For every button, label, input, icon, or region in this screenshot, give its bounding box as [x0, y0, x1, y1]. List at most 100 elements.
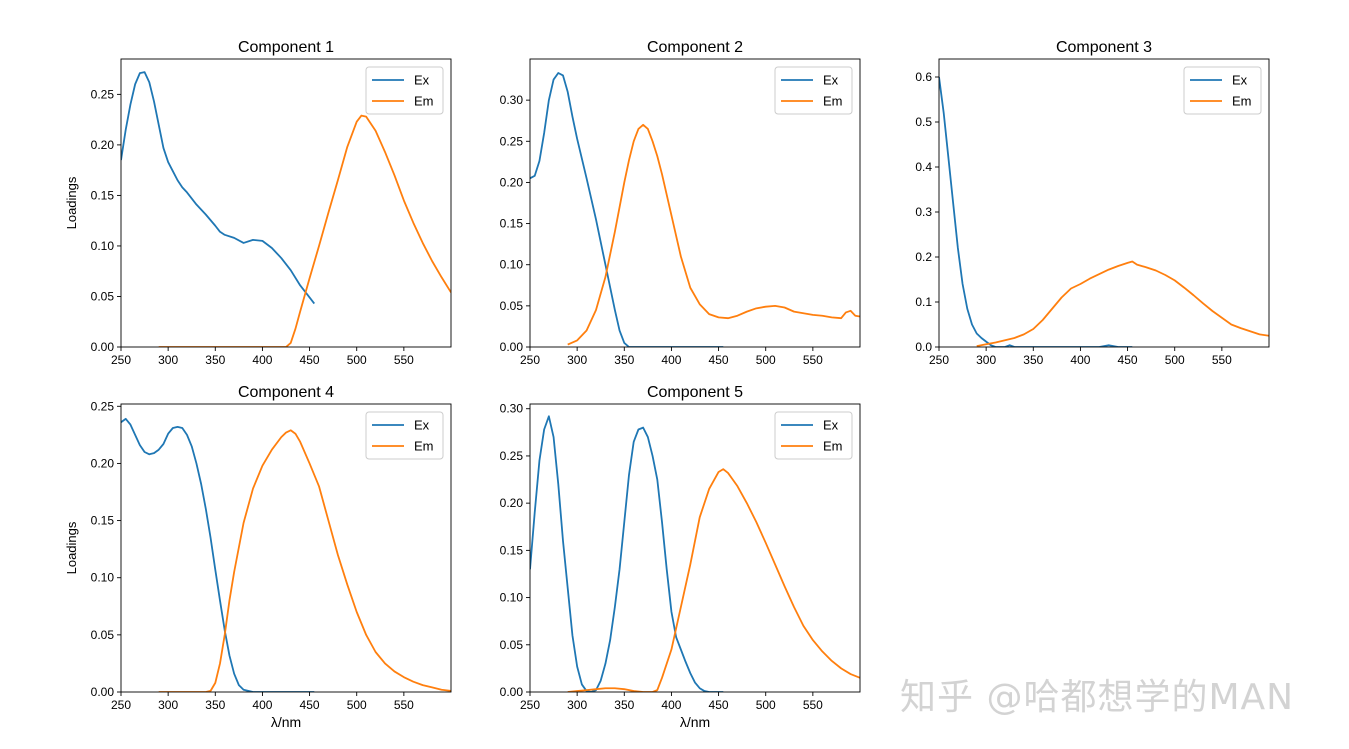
x-tick-label: 450: [300, 698, 320, 712]
legend-label-em: Em: [823, 439, 843, 454]
legend: Ex Em: [774, 411, 853, 460]
x-tick-label: 450: [1118, 353, 1138, 367]
chart-title: Component 3: [1056, 39, 1152, 56]
x-tick-label: 250: [111, 698, 131, 712]
y-tick-label: 0.20: [91, 138, 115, 152]
y-tick-label: 0.00: [91, 685, 115, 699]
x-tick-label: 400: [661, 353, 681, 367]
x-tick-label: 450: [300, 353, 320, 367]
chart-panel-4: 250 300 350 400 450 500 550 0.00 0.05 0.10 0.15 0.2…: [64, 384, 452, 730]
y-tick-label: 0.05: [500, 299, 524, 313]
y-tick-label: 0.0: [915, 340, 932, 354]
x-tick-label: 400: [661, 698, 681, 712]
x-tick-label: 450: [709, 698, 729, 712]
x-tick-label: 350: [205, 698, 225, 712]
x-tick-label: 350: [614, 353, 634, 367]
legend-label-ex: Ex: [1232, 73, 1248, 88]
y-tick-label: 0.10: [500, 591, 524, 605]
y-tick-label: 0.25: [91, 399, 115, 413]
y-tick-label: 0.15: [500, 543, 524, 557]
x-tick-label: 550: [1212, 353, 1232, 367]
x-tick-label: 350: [1023, 353, 1043, 367]
y-tick-label: 0.1: [915, 295, 932, 309]
legend-box: [365, 411, 444, 460]
chart-panel-1: 250 300 350 400 450 500 550 0.00 0.05 0.10 0.15 0.2…: [64, 39, 452, 367]
y-tick-label: 0.30: [500, 402, 524, 416]
axes-frame: [120, 58, 452, 348]
x-tick-label: 250: [520, 698, 540, 712]
series-line-em: [158, 114, 451, 347]
x-tick-label: 500: [1165, 353, 1185, 367]
x-tick-label: 550: [803, 698, 823, 712]
x-tick-label: 300: [567, 353, 587, 367]
x-tick-label: 450: [709, 353, 729, 367]
y-axis-label: Loadings: [64, 176, 79, 229]
legend-label-em: Em: [1232, 94, 1252, 109]
x-tick-label: 250: [520, 353, 540, 367]
series-line-ex: [121, 71, 316, 305]
x-axis-label: λ/nm: [271, 714, 301, 730]
y-tick-label: 0.30: [500, 93, 524, 107]
chart-title: Component 2: [647, 39, 743, 56]
x-tick-label: 350: [614, 698, 634, 712]
x-tick-label: 500: [347, 698, 367, 712]
legend: Ex Em: [1183, 66, 1262, 115]
series-line-ex: [530, 415, 724, 692]
series-line-ex: [530, 72, 724, 347]
axes-frame: [120, 403, 452, 693]
y-tick-label: 0.15: [91, 514, 115, 528]
chart-title: Component 4: [238, 384, 334, 401]
legend-label-ex: Ex: [414, 73, 430, 88]
legend: Ex Em: [774, 66, 853, 115]
x-tick-label: 250: [111, 353, 131, 367]
y-tick-label: 0.00: [91, 340, 115, 354]
x-tick-label: 550: [803, 353, 823, 367]
chart-title: Component 1: [238, 39, 334, 56]
y-tick-label: 0.10: [91, 571, 115, 585]
axes-frame: [529, 58, 861, 348]
x-tick-label: 400: [1070, 353, 1090, 367]
series-line-em: [567, 123, 860, 346]
watermark: 知乎 @哈都想学的MAN: [900, 677, 1295, 718]
x-tick-label: 500: [756, 353, 776, 367]
series-line-em: [976, 260, 1269, 347]
legend-label-em: Em: [823, 94, 843, 109]
legend-label-ex: Ex: [414, 418, 430, 433]
y-tick-label: 0.25: [91, 87, 115, 101]
y-tick-label: 0.5: [915, 115, 932, 129]
y-tick-label: 0.20: [91, 456, 115, 470]
legend: Ex Em: [365, 66, 444, 115]
legend: Ex Em: [365, 411, 444, 460]
y-tick-label: 0.25: [500, 134, 524, 148]
y-tick-label: 0.05: [500, 638, 524, 652]
series-line-ex: [121, 417, 315, 692]
x-tick-label: 400: [252, 698, 272, 712]
y-axis-label: Loadings: [64, 521, 79, 574]
y-tick-label: 0.3: [915, 205, 932, 219]
y-tick-label: 0.20: [500, 496, 524, 510]
legend-label-em: Em: [414, 94, 434, 109]
x-axis-label: λ/nm: [680, 714, 710, 730]
legend-box: [1183, 66, 1262, 115]
x-tick-label: 550: [394, 353, 414, 367]
x-tick-label: 250: [929, 353, 949, 367]
y-tick-label: 0.00: [500, 340, 524, 354]
y-tick-label: 0.05: [91, 628, 115, 642]
y-tick-label: 0.20: [500, 175, 524, 189]
axes-frame: [529, 403, 861, 693]
x-tick-label: 350: [205, 353, 225, 367]
y-tick-label: 0.2: [915, 250, 932, 264]
chart-panel-2: 250 300 350 400 450 500 550 0.00 0.05 0.10 0.15 0.2…: [500, 39, 861, 367]
y-tick-label: 0.10: [91, 239, 115, 253]
legend-label-em: Em: [414, 439, 434, 454]
x-tick-label: 300: [158, 698, 178, 712]
x-tick-label: 500: [756, 698, 776, 712]
chart-panel-3: 250 300 350 400 450 500 550 0.0 0.1 0.2 0.3 0.4 0.5 0…: [915, 39, 1270, 367]
x-tick-label: 550: [394, 698, 414, 712]
y-tick-label: 0.4: [915, 160, 932, 174]
y-tick-label: 0.05: [91, 289, 115, 303]
legend-box: [774, 66, 853, 115]
y-tick-label: 0.10: [500, 258, 524, 272]
chart-panel-5: 250 300 350 400 450 500 550 0.00 0.05 0.10 0.15 0.2…: [500, 384, 861, 730]
